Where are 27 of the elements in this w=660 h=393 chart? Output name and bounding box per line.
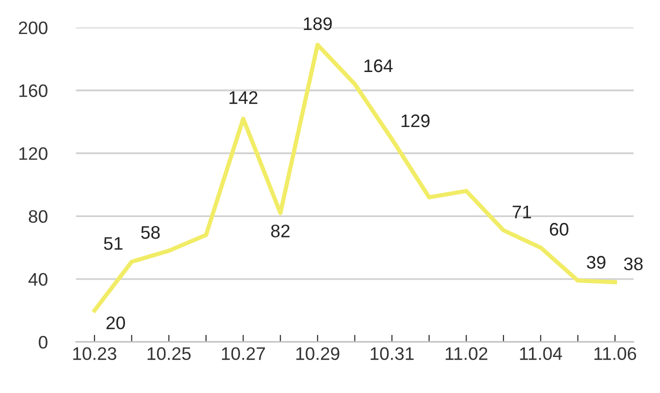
- data-label: 20: [106, 316, 125, 330]
- data-label: 51: [104, 237, 122, 250]
- data-label: 60: [550, 222, 568, 236]
- data-label: 58: [141, 226, 160, 239]
- x-tick-label: 10.29: [296, 347, 340, 360]
- data-label: 142: [230, 91, 258, 104]
- y-tick-label: 160: [19, 84, 48, 98]
- data-label: 164: [364, 59, 393, 72]
- x-tick-label: 10.23: [73, 347, 116, 360]
- data-label: 189: [304, 17, 332, 30]
- y-tick-label: 80: [28, 210, 48, 223]
- x-tick-label: 10.27: [222, 347, 265, 360]
- y-tick-label: 200: [18, 21, 48, 34]
- x-tick-label: 10.31: [370, 347, 414, 360]
- data-label: 71: [512, 206, 532, 218]
- x-tick-label: 11.06: [594, 347, 636, 360]
- data-label: 129: [402, 114, 430, 128]
- x-tick-label: 11.04: [520, 347, 562, 360]
- y-tick-label: 120: [19, 147, 48, 160]
- y-tick-label: 0: [38, 336, 48, 349]
- data-label: 39: [586, 256, 606, 269]
- data-label: 38: [624, 257, 643, 270]
- line-series: [92, 42, 618, 313]
- x-tick-label: 10.25: [148, 347, 191, 360]
- x-tick-label: 11.02: [446, 347, 488, 360]
- y-tick-label: 40: [28, 272, 48, 286]
- data-label: 82: [271, 224, 290, 238]
